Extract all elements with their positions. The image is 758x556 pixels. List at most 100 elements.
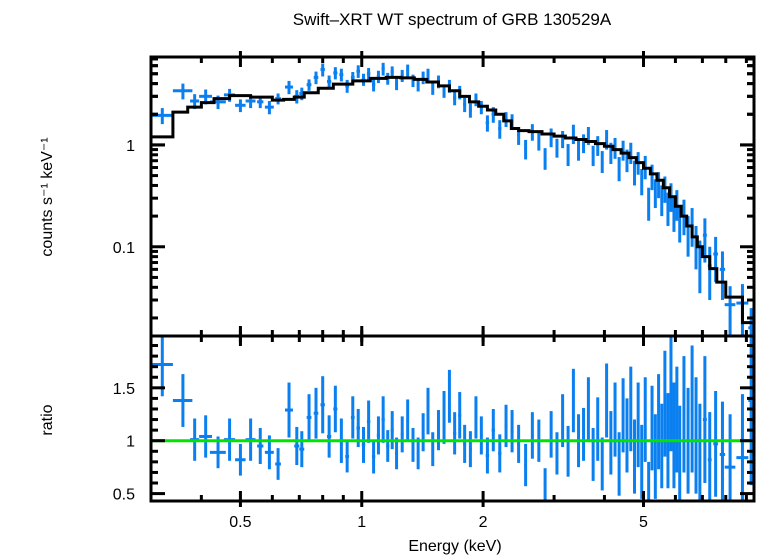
ratio-data-point	[327, 415, 332, 458]
spectrum-data-point	[381, 62, 385, 76]
ratio-data-point	[613, 382, 617, 457]
ratio-data-point	[350, 396, 355, 439]
ratio-data-point	[436, 410, 440, 451]
spectrum-data-point	[345, 79, 350, 93]
ratio-data-point	[571, 368, 575, 433]
spectrum-data-point	[498, 120, 502, 139]
ratio-data-point	[675, 366, 679, 473]
ratio-data-point	[406, 399, 410, 442]
ratio-panel: ratio 0.5 1 1.5	[39, 330, 756, 507]
ratio-data-point	[694, 377, 698, 494]
spectrum-data-point	[406, 64, 410, 77]
ratio-data-point	[678, 405, 682, 501]
spectrum-data-point	[320, 63, 325, 77]
ratio-data-point	[682, 356, 686, 473]
spectrum-data-point	[698, 240, 702, 294]
spectrum-data-point	[463, 97, 467, 113]
spectrum-data-point	[724, 286, 736, 336]
ratio-data-point	[653, 414, 657, 499]
ratio-y-axis-label: ratio	[39, 404, 56, 435]
ratio-data-point	[647, 461, 651, 501]
x-tick-label: 0.5	[229, 514, 251, 531]
ratio-data-point	[517, 424, 521, 463]
ratio-data-point	[463, 424, 467, 463]
spectrum-data-point	[327, 75, 332, 89]
spectrum-data-point	[566, 144, 570, 167]
spectrum-data-point	[600, 151, 604, 174]
y-tick-label: 1	[126, 434, 135, 451]
model-step-line	[151, 75, 754, 325]
ratio-data-point	[474, 396, 478, 439]
spectrum-data-point	[264, 100, 274, 115]
ratio-data-point	[453, 412, 457, 455]
spectrum-data-point	[549, 128, 553, 148]
ratio-data-point	[555, 432, 559, 475]
spectrum-data-point	[543, 148, 547, 170]
x-tick-label: 5	[639, 514, 648, 531]
y-tick-label: 1.5	[113, 381, 135, 398]
spectrum-data-point	[650, 164, 654, 191]
ratio-data-point	[361, 426, 366, 463]
ratio-data-point	[719, 401, 726, 501]
ratio-data-point	[386, 430, 390, 462]
ratio-data-point	[663, 350, 667, 457]
ratio-data-point	[707, 412, 712, 501]
spectrum-data-point	[653, 179, 657, 209]
ratio-data-point	[468, 431, 472, 468]
y-tick-label: 0.5	[113, 487, 135, 504]
x-tick-label: 2	[479, 514, 488, 531]
ratio-data-point	[625, 398, 629, 473]
y-tick-label: 1	[126, 138, 135, 155]
ratio-data-point	[582, 407, 586, 461]
spectrum-data-point	[524, 139, 528, 160]
ratio-data-point	[306, 394, 312, 441]
ratio-data-point	[702, 356, 707, 484]
spectrum-data-point	[591, 145, 595, 167]
ratio-data-point	[313, 387, 319, 439]
ratio-data-point	[275, 448, 281, 480]
spectrum-data-point	[660, 185, 664, 217]
ratio-data-point	[672, 382, 676, 489]
ratio-data-point	[431, 432, 435, 467]
ratio-data-point	[199, 415, 212, 458]
spectrum-data-point	[356, 65, 360, 78]
ratio-data-point	[411, 428, 415, 462]
spectrum-data-point	[617, 157, 621, 182]
ratio-data-point	[485, 437, 490, 474]
spectrum-data-point	[371, 78, 376, 92]
ratio-data-point	[376, 416, 381, 455]
spectrum-model-series	[151, 75, 754, 325]
ratio-data-series	[151, 336, 754, 501]
x-tick-label: 1	[357, 514, 366, 531]
spectrum-data-point	[719, 251, 726, 301]
spectrum-data-point	[474, 93, 478, 107]
ratio-data-point	[596, 397, 600, 461]
spectrum-data-point	[453, 91, 457, 106]
ratio-data-point	[600, 437, 604, 491]
ratio-frame	[149, 334, 756, 503]
spectrum-data-point	[431, 82, 435, 95]
ratio-data-point	[345, 440, 350, 473]
spectrum-data-point	[657, 172, 661, 199]
spectrum-data-point	[284, 80, 293, 95]
ratio-data-point	[724, 414, 736, 501]
spectrum-data-point	[647, 187, 651, 221]
ratio-data-point	[650, 385, 654, 471]
ratio-data-point	[479, 416, 483, 455]
y-tick-label: 0.1	[113, 240, 135, 257]
spectrum-data-point	[172, 83, 193, 100]
spectrum-data-point	[235, 99, 246, 113]
ratio-data-point	[447, 369, 451, 423]
spectrum-data-point	[151, 108, 173, 125]
spectrum-data-point	[468, 103, 472, 118]
ratio-data-point	[657, 374, 661, 470]
chart-title: Swift–XRT WT spectrum of GRB 130529A	[293, 10, 612, 29]
ratio-data-point	[617, 432, 621, 496]
ratio-data-point	[491, 408, 495, 452]
spectrum-data-point	[366, 67, 371, 81]
ratio-data-point	[151, 336, 173, 397]
ratio-data-point	[643, 377, 647, 462]
ratio-data-point	[294, 426, 300, 466]
ratio-data-point	[640, 424, 644, 499]
ratio-data-point	[669, 336, 673, 452]
